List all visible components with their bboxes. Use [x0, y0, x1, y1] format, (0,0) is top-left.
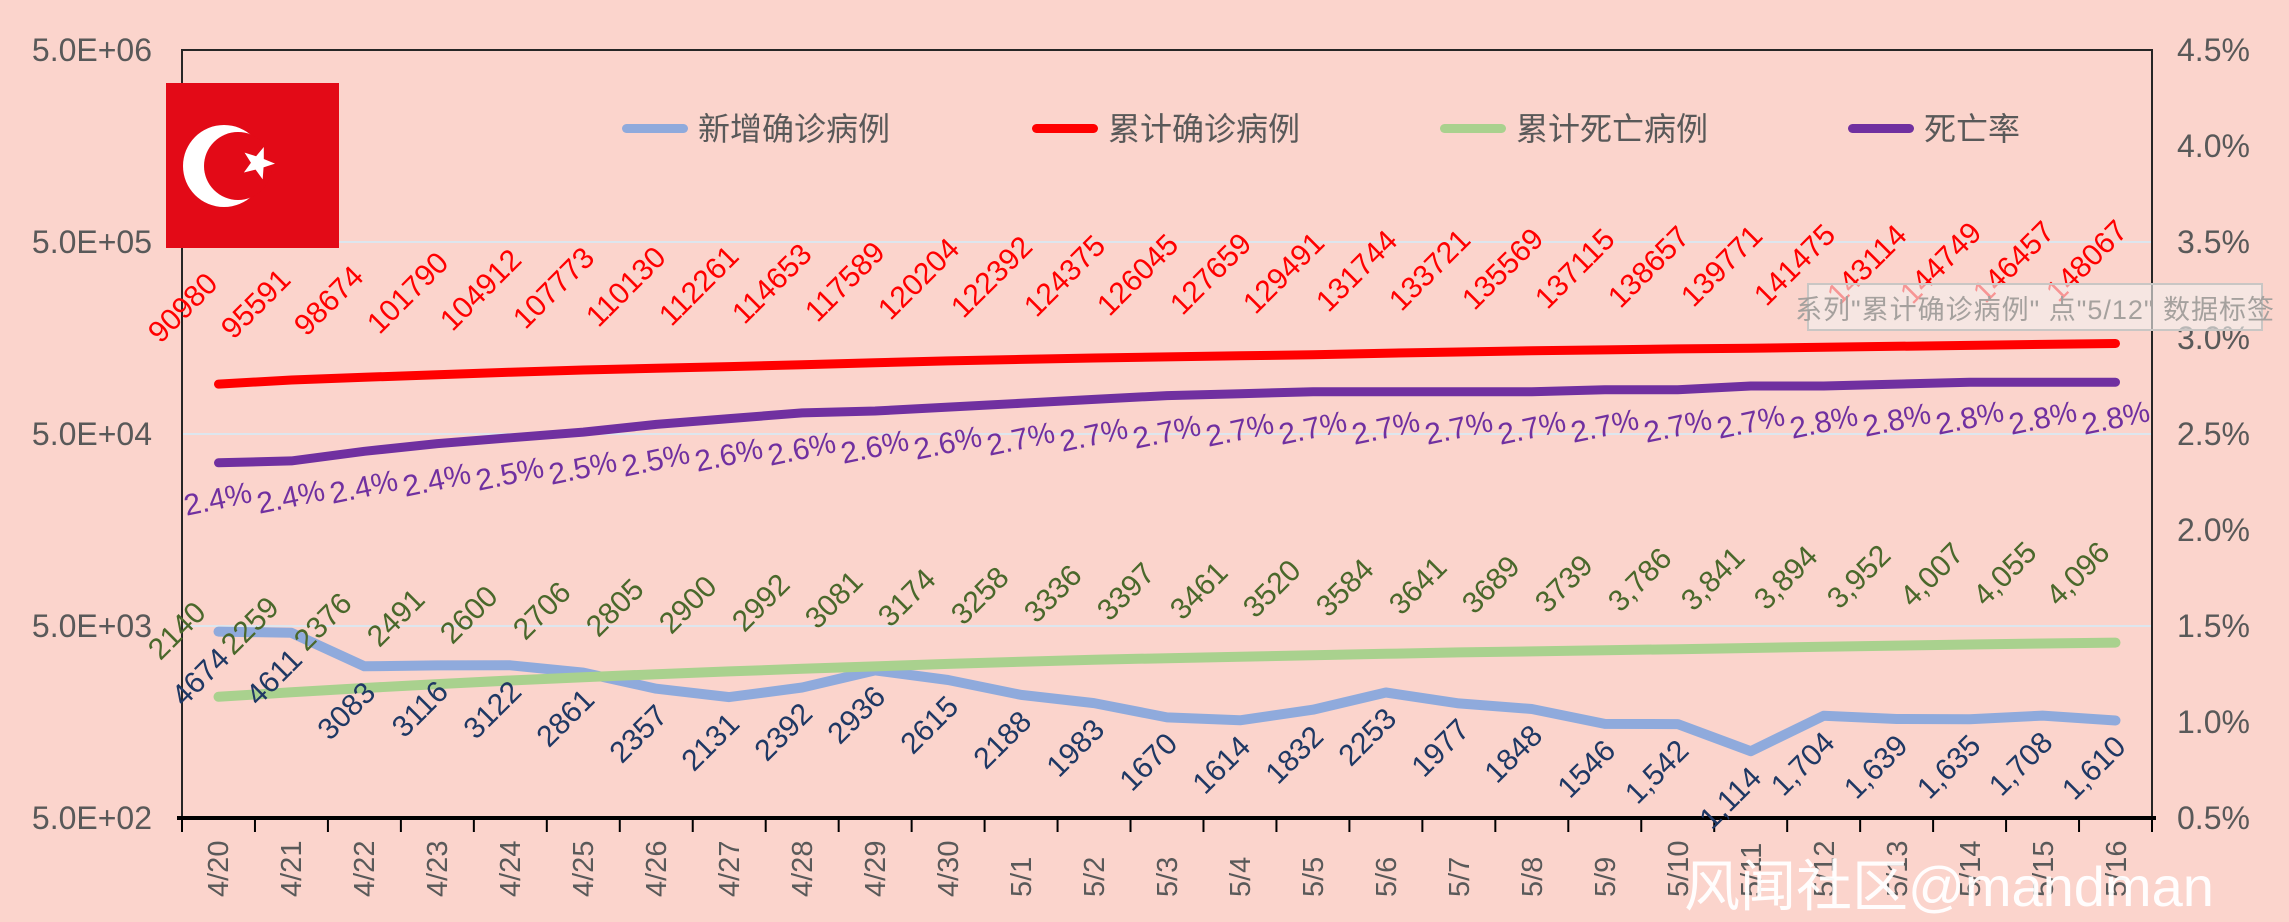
x-axis-date: 4/25	[568, 840, 601, 897]
x-axis-date: 4/28	[787, 840, 820, 897]
x-axis-date: 4/26	[641, 840, 674, 897]
y-right-tick-label: 1.0%	[2177, 704, 2250, 740]
series-line-death-rate	[214, 377, 2120, 468]
y-right-tick-label: 4.0%	[2177, 128, 2250, 164]
tooltip-text: 系列"累计确诊病例" 点"5/12" 数据标签	[1795, 294, 2275, 325]
y-right-tick-label: 2.5%	[2177, 416, 2250, 452]
x-axis-date: 4/20	[203, 840, 236, 897]
legend-label-cumulative-cases: 累计确诊病例	[1108, 111, 1301, 147]
watermark: 风闻社区@mandman	[1684, 855, 2214, 918]
y-right-tick-label: 3.5%	[2177, 224, 2250, 260]
legend-marker-cumulative-deaths	[1440, 124, 1506, 133]
x-axis-date: 5/4	[1224, 856, 1257, 897]
series-line-cumulative-cases	[214, 339, 2120, 389]
y-left-tick-label: 5.0E+03	[31, 608, 152, 644]
y-right-tick-label: 0.5%	[2177, 800, 2250, 836]
x-axis-date: 5/8	[1516, 856, 1549, 897]
x-axis-date: 4/30	[933, 840, 966, 897]
series-line-new-cases	[213, 626, 2121, 757]
legend-label-new-cases: 新增确诊病例	[698, 111, 891, 147]
x-axis-date: 4/22	[349, 840, 382, 897]
y-right-tick-label: 2.0%	[2177, 512, 2250, 548]
x-axis-date: 4/24	[495, 840, 528, 897]
y-right-tick-label: 1.5%	[2177, 608, 2250, 644]
legend-label-death-rate: 死亡率	[1924, 111, 2021, 147]
x-axis-date: 5/5	[1297, 856, 1330, 897]
x-axis-date: 5/7	[1443, 856, 1476, 897]
x-axis-date: 5/9	[1589, 856, 1622, 897]
star-icon	[243, 147, 276, 180]
legend-marker-new-cases	[622, 124, 688, 133]
series-line-cumulative-deaths	[213, 637, 2121, 702]
x-axis-date: 5/2	[1079, 856, 1112, 897]
legend-label-cumulative-deaths: 累计死亡病例	[1516, 111, 1709, 147]
x-axis-date: 4/27	[714, 840, 747, 897]
x-axis-date: 4/29	[860, 840, 893, 897]
x-axis-date: 4/21	[276, 840, 309, 897]
y-right-tick-label: 4.5%	[2177, 32, 2250, 68]
y-left-tick-label: 5.0E+05	[31, 224, 152, 260]
turkey-flag-image	[166, 83, 339, 248]
x-axis-date: 5/6	[1370, 856, 1403, 897]
x-axis-date: 5/1	[1006, 856, 1039, 897]
x-axis-date: 5/3	[1152, 856, 1184, 897]
legend-marker-death-rate	[1848, 124, 1914, 133]
y-left-tick-label: 5.0E+04	[31, 416, 152, 452]
x-axis-date: 4/23	[422, 840, 455, 897]
y-left-tick-label: 5.0E+02	[31, 800, 152, 836]
datalabel-tooltip: 系列"累计确诊病例" 点"5/12" 数据标签	[1795, 283, 2274, 331]
crescent-inner	[204, 132, 272, 200]
legend-marker-cumulative-cases	[1032, 124, 1098, 133]
y-left-tick-label: 5.0E+06	[31, 32, 152, 68]
